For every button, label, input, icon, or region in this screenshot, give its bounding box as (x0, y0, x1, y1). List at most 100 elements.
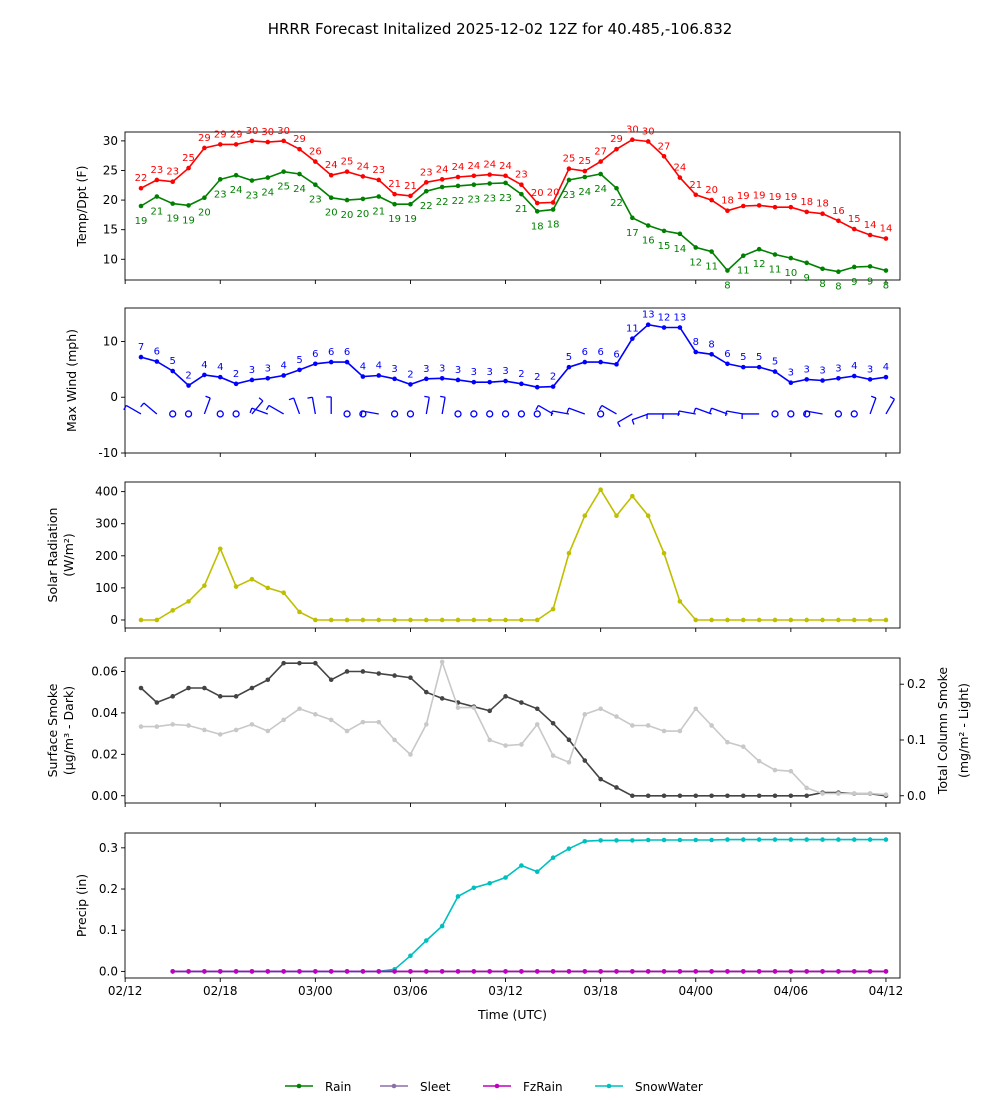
data-point (661, 153, 667, 159)
data-point (297, 660, 302, 666)
data-label: 19 (182, 215, 195, 226)
data-point (455, 377, 461, 383)
data-point (519, 700, 524, 705)
data-point (455, 969, 461, 974)
data-point (661, 325, 667, 330)
series-fzrain (170, 969, 889, 974)
data-point (297, 146, 302, 152)
data-label: 5 (772, 357, 778, 368)
data-point (741, 969, 746, 974)
plot-frame (124, 307, 901, 454)
data-label: 22 (436, 197, 449, 208)
data-point (550, 720, 556, 726)
data-label: 9 (867, 276, 873, 287)
figure-title: HRRR Forecast Initalized 2025-12-02 12Z … (268, 20, 733, 38)
data-label: 3 (455, 365, 461, 376)
data-point (756, 969, 762, 974)
x-tick-label: 03/12 (488, 984, 523, 998)
data-point (772, 369, 778, 374)
data-label: 19 (388, 214, 401, 225)
data-point (709, 837, 714, 843)
data-point (661, 793, 667, 799)
data-point (804, 617, 809, 623)
y-tick-label: 400 (95, 485, 118, 499)
data-point (883, 792, 889, 797)
x-tick-label: 03/18 (583, 984, 618, 998)
data-label: 29 (230, 129, 243, 140)
data-point (424, 689, 429, 695)
y-axis-label: Temp/Dpt (F) (74, 166, 89, 248)
y-tick-label: 20 (103, 193, 118, 207)
data-point (804, 260, 809, 266)
data-label: 22 (135, 173, 148, 184)
y-tick-label: 0.06 (91, 664, 118, 678)
data-point (281, 969, 286, 974)
data-label: 18 (531, 221, 544, 232)
y-right-axis-label: Total Column Smoke (935, 667, 950, 796)
data-point (550, 855, 556, 861)
data-point (519, 863, 524, 868)
data-label: 12 (689, 257, 702, 268)
data-point (534, 722, 540, 727)
data-point (645, 969, 651, 974)
data-label: 12 (753, 259, 766, 270)
data-label: 8 (693, 337, 699, 348)
data-point (519, 617, 524, 623)
data-point (598, 776, 603, 782)
data-point (614, 362, 619, 367)
data-point (566, 177, 572, 183)
data-point (804, 785, 809, 791)
data-point (249, 138, 255, 144)
y-tick-label: 100 (95, 581, 118, 595)
wind-barb (709, 407, 728, 415)
data-label: 3 (804, 364, 810, 375)
data-label: 30 (642, 126, 655, 137)
data-point (614, 838, 619, 843)
data-point (439, 177, 445, 182)
data-point (503, 969, 508, 974)
data-point (788, 768, 794, 774)
y-axis-unit: (W/m²) (61, 533, 76, 577)
data-point (233, 584, 239, 589)
data-point (804, 793, 809, 799)
data-point (519, 742, 524, 747)
data-point (614, 513, 619, 518)
data-point (756, 758, 762, 764)
data-point (360, 196, 366, 202)
data-point (439, 923, 445, 929)
data-label: 27 (594, 147, 607, 158)
data-label: 8 (883, 281, 889, 292)
data-point (138, 724, 144, 729)
data-point (360, 969, 366, 974)
data-point (867, 232, 873, 238)
series-line (140, 662, 887, 797)
data-point (582, 838, 588, 844)
data-point (725, 617, 730, 623)
data-point (519, 969, 524, 974)
calm-wind-marker (834, 410, 843, 418)
series-line (140, 323, 887, 389)
data-point (154, 700, 160, 705)
data-point (217, 177, 223, 182)
data-point (550, 969, 556, 974)
data-label: 3 (788, 368, 794, 379)
data-label: 29 (610, 134, 623, 145)
data-point (170, 368, 175, 374)
data-point (424, 188, 429, 194)
data-point (297, 706, 302, 712)
data-point (630, 215, 635, 221)
data-point (281, 373, 286, 378)
data-label: 19 (769, 192, 782, 203)
data-label: 4 (280, 360, 286, 371)
data-point (756, 837, 762, 842)
data-point (851, 837, 857, 842)
data-point (534, 969, 540, 974)
data-point (408, 382, 413, 387)
data-label: 6 (613, 349, 619, 360)
data-point (582, 758, 588, 763)
data-label: 24 (594, 184, 607, 195)
data-point (360, 719, 366, 725)
wind-barb (140, 402, 158, 415)
y-tick-label: 10 (103, 334, 118, 348)
data-point (788, 380, 794, 386)
